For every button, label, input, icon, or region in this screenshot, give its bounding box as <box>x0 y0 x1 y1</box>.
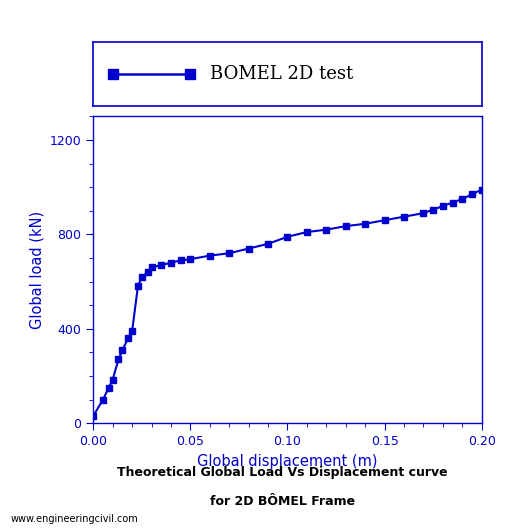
Text: www.engineeringcivil.com: www.engineeringcivil.com <box>10 514 138 524</box>
Text: Top bay brace buckling: Top bay brace buckling <box>0 528 1 529</box>
Text: BOMEL 2D test: BOMEL 2D test <box>210 65 353 83</box>
X-axis label: Global displacement (m): Global displacement (m) <box>197 453 378 469</box>
Text: for 2D BÔMEL Frame: for 2D BÔMEL Frame <box>210 495 355 508</box>
Y-axis label: Global load (kN): Global load (kN) <box>29 211 44 329</box>
Text: Theoretical Global Load Vs Displacement curve: Theoretical Global Load Vs Displacement … <box>117 466 448 479</box>
